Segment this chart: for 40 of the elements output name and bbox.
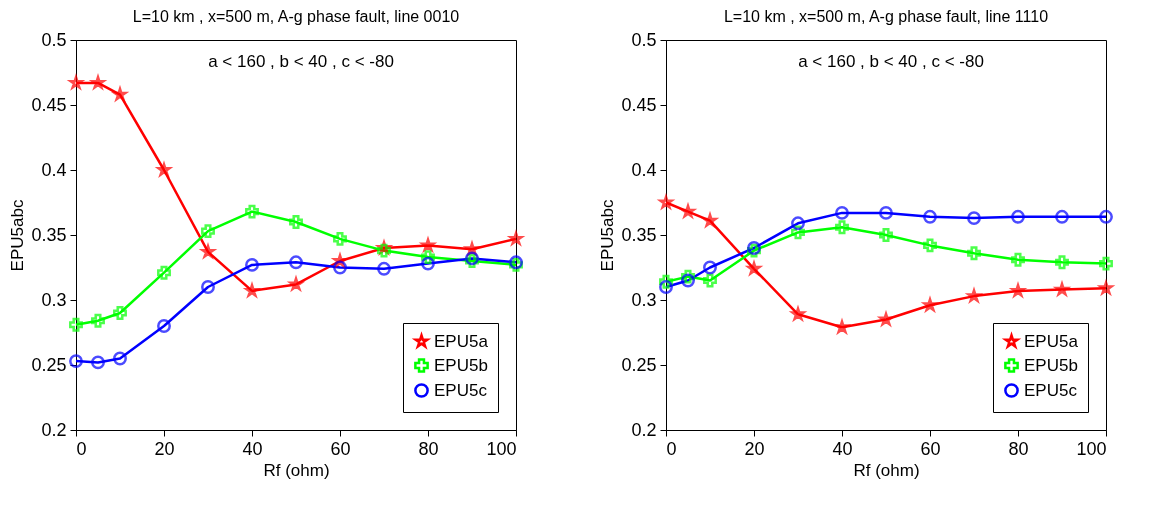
y-tick-label: 0.45 bbox=[621, 94, 657, 115]
x-axis-title: Rf (ohm) bbox=[853, 460, 920, 480]
x-tick-label: 40 bbox=[832, 438, 853, 459]
annotation: a < 160 , b < 40 , c < -80 bbox=[798, 52, 984, 71]
x-tick-label: 80 bbox=[418, 438, 439, 459]
legend-label: EPU5b bbox=[1024, 355, 1078, 375]
chart-title: L=10 km , x=500 m, A-g phase fault, line 0010 bbox=[132, 8, 460, 25]
y-tick-label: 0.4 bbox=[41, 159, 67, 180]
legend-label: EPU5a bbox=[1024, 331, 1079, 351]
y-tick-label: 0.35 bbox=[621, 224, 657, 245]
y-tick-label: 0.25 bbox=[31, 354, 67, 375]
x-tick-label: 60 bbox=[330, 438, 351, 459]
y-axis-title: EPU5abc bbox=[598, 199, 618, 272]
y-tick-label: 0.4 bbox=[631, 159, 657, 180]
y-tick-label: 0.25 bbox=[621, 354, 657, 375]
legend-label: EPU5a bbox=[434, 331, 489, 351]
chart-title: L=10 km , x=500 m, A-g phase fault, line 1110 bbox=[723, 8, 1049, 25]
x-tick-label: 0 bbox=[76, 438, 87, 459]
legend-label: EPU5b bbox=[434, 355, 488, 375]
x-tick-label: 80 bbox=[1008, 438, 1029, 459]
y-tick-label: 0.2 bbox=[631, 419, 657, 440]
annotation: a < 160 , b < 40 , c < -80 bbox=[208, 52, 394, 71]
legend-label: EPU5c bbox=[1024, 380, 1078, 400]
y-tick-label: 0.5 bbox=[41, 29, 67, 50]
y-tick-label: 0.3 bbox=[631, 289, 657, 310]
x-tick-label: 40 bbox=[242, 438, 263, 459]
legend-label: EPU5c bbox=[434, 380, 488, 400]
y-tick-label: 0.5 bbox=[631, 29, 657, 50]
y-tick-label: 0.45 bbox=[31, 94, 67, 115]
y-tick-label: 0.3 bbox=[41, 289, 67, 310]
x-tick-label: 100 bbox=[486, 438, 517, 459]
x-tick-label: 20 bbox=[154, 438, 175, 459]
y-axis-title: EPU5abc bbox=[8, 199, 28, 272]
x-tick-label: 20 bbox=[744, 438, 765, 459]
x-tick-label: 60 bbox=[920, 438, 941, 459]
y-tick-label: 0.2 bbox=[41, 419, 67, 440]
x-tick-label: 100 bbox=[1076, 438, 1107, 459]
y-tick-label: 0.35 bbox=[31, 224, 67, 245]
x-axis-title: Rf (ohm) bbox=[263, 460, 330, 480]
x-tick-label: 0 bbox=[666, 438, 677, 459]
